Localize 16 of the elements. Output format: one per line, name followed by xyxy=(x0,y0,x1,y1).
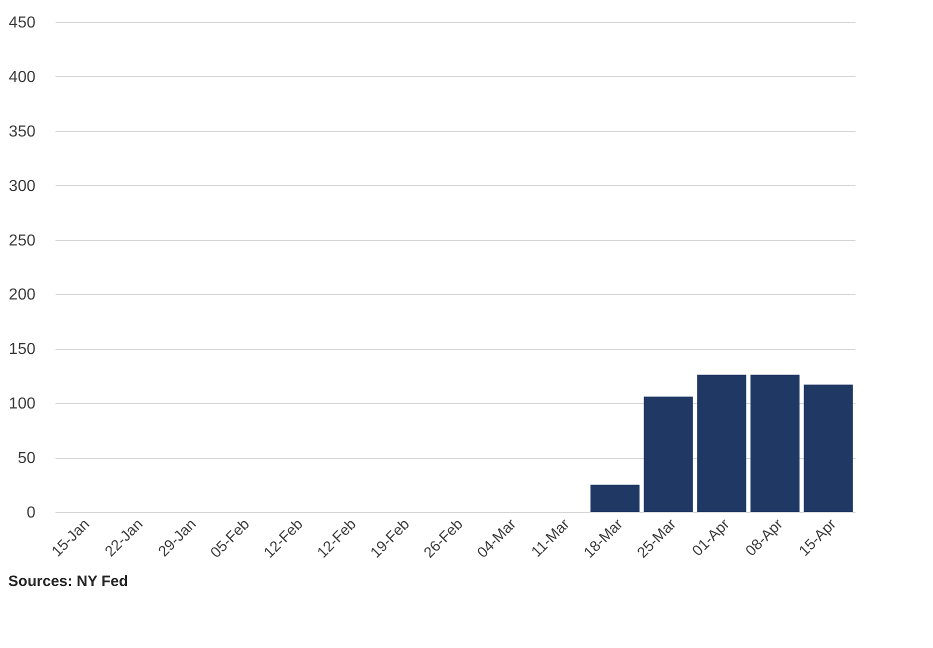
bar xyxy=(697,374,746,512)
bar xyxy=(750,374,800,512)
y-tick-label: 450 xyxy=(8,14,36,32)
y-tick-label: 150 xyxy=(8,341,36,358)
bar xyxy=(644,396,693,512)
bar xyxy=(590,484,640,512)
y-tick-label: 400 xyxy=(8,68,36,86)
y-tick-label: 0 xyxy=(26,504,36,522)
y-tick-label: 300 xyxy=(8,178,36,195)
source-note: Sources: NY Fed xyxy=(8,573,128,590)
y-tick-label: 200 xyxy=(8,286,36,304)
y-tick-label: 250 xyxy=(8,232,36,250)
y-tick-label: 350 xyxy=(8,123,36,140)
y-tick-label: 50 xyxy=(18,450,36,468)
y-tick-label: 100 xyxy=(8,396,36,413)
bar xyxy=(804,384,853,512)
